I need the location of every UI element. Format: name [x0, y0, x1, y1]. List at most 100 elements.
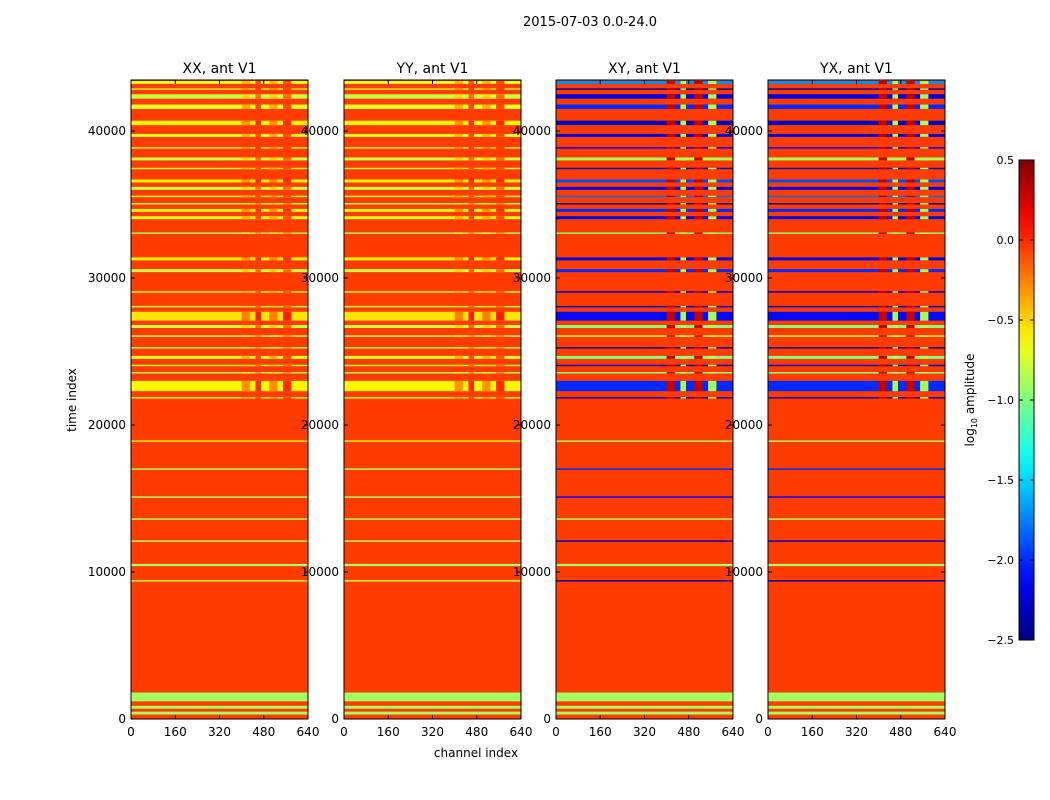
heatmap-band: [556, 157, 733, 161]
heatmap-rfi-cell: [482, 167, 491, 170]
heatmap-rfi-cell: [468, 157, 474, 161]
heatmap-rfi-cell: [269, 311, 278, 321]
heatmap-band: [131, 711, 308, 715]
heatmap-rfi-cell: [496, 364, 505, 367]
heatmap-rfi-cell: [454, 133, 463, 137]
heatmap-rfi-cell: [708, 311, 717, 321]
heatmap-band: [556, 147, 733, 149]
heatmap-rfi-cell: [666, 133, 675, 137]
heatmap-rfi-cell: [666, 195, 675, 198]
heatmap-rfi-cell: [241, 311, 250, 321]
heatmap-rfi-cell: [269, 372, 278, 374]
heatmap-rfi-cell: [920, 147, 929, 149]
heatmap-rfi-cell: [694, 195, 703, 198]
heatmap-rfi-cell: [269, 104, 278, 109]
heatmap-rfi-cell: [283, 291, 292, 293]
heatmap-rfi-cell: [680, 147, 686, 149]
heatmap-band: [768, 203, 945, 205]
heatmap-rfi-cell: [255, 311, 261, 321]
heatmap-rfi-cell: [906, 355, 915, 359]
heatmap-rfi-cell: [454, 257, 463, 261]
heatmap-rfi-cell: [496, 208, 505, 212]
heatmap-rfi-cell: [269, 355, 278, 359]
heatmap-rfi-cell: [283, 147, 292, 149]
heatmap-band: [556, 705, 733, 709]
heatmap-rfi-cell: [255, 355, 261, 359]
heatmap-rfi-cell: [255, 104, 261, 109]
heatmap-band: [131, 157, 308, 161]
heatmap-band: [344, 705, 521, 709]
heatmap-rfi-cell: [482, 269, 491, 273]
heatmap-band: [556, 518, 733, 520]
heatmap-band: [556, 347, 733, 349]
heatmap-band: [344, 440, 521, 442]
heatmap-rfi-cell: [878, 167, 887, 170]
heatmap-rfi-cell: [878, 347, 887, 349]
heatmap-rfi-cell: [255, 167, 261, 170]
heatmap-rfi-cell: [482, 372, 491, 374]
heatmap-rfi-cell: [906, 325, 915, 328]
heatmap-rfi-cell: [694, 291, 703, 293]
heatmap-rfi-cell: [283, 335, 292, 337]
heatmap-band: [556, 580, 733, 582]
heatmap-rfi-cell: [255, 94, 261, 99]
heatmap-rfi-cell: [680, 335, 686, 337]
heatmap-rfi-cell: [255, 179, 261, 183]
heatmap-rfi-cell: [255, 203, 261, 205]
heatmap-rfi-cell: [878, 186, 887, 190]
heatmap-rfi-cell: [906, 335, 915, 337]
heatmap-rfi-cell: [920, 203, 929, 205]
heatmap-rfi-cell: [255, 325, 261, 328]
heatmap-rfi-cell: [496, 305, 505, 308]
heatmap-band: [131, 179, 308, 183]
heatmap-rfi-cell: [241, 120, 250, 126]
heatmap-rfi-cell: [241, 232, 250, 234]
x-tick-label: 640: [934, 725, 957, 739]
heatmap-rfi-cell: [482, 179, 491, 183]
heatmap-rfi-cell: [892, 167, 898, 170]
heatmap-rfi-cell: [906, 104, 915, 109]
heatmap-band: [556, 372, 733, 374]
heatmap-rfi-cell: [920, 81, 929, 84]
heatmap-rfi-cell: [255, 347, 261, 349]
y-tick-label: 20000: [725, 418, 763, 432]
heatmap-rfi-cell: [892, 133, 898, 137]
heatmap-rfi-cell: [454, 325, 463, 328]
heatmap-rfi-cell: [906, 179, 915, 183]
heatmap-band: [768, 468, 945, 470]
heatmap-rfi-cell: [283, 208, 292, 212]
heatmap-band: [131, 468, 308, 470]
heatmap-rfi-cell: [878, 397, 887, 399]
heatmap-rfi-cell: [468, 305, 474, 308]
heatmap-band: [131, 216, 308, 220]
x-tick-label: 320: [421, 725, 444, 739]
heatmap-rfi-cell: [694, 94, 703, 99]
heatmap-band: [131, 147, 308, 149]
heatmap-rfi-cell: [255, 372, 261, 374]
heatmap-rfi-cell: [496, 291, 505, 293]
heatmap-rfi-cell: [892, 216, 898, 220]
heatmap-rfi-cell: [680, 325, 686, 328]
heatmap-band: [131, 496, 308, 498]
heatmap-rfi-cell: [694, 380, 703, 392]
heatmap-rfi-cell: [269, 305, 278, 308]
heatmap-rfi-cell: [906, 133, 915, 137]
heatmap-rfi-cell: [283, 88, 292, 90]
heatmap-band: [768, 397, 945, 399]
heatmap-rfi-cell: [906, 305, 915, 308]
heatmap-rfi-cell: [680, 216, 686, 220]
heatmap-band: [131, 325, 308, 328]
heatmap-rfi-cell: [694, 269, 703, 273]
heatmap-rfi-cell: [496, 311, 505, 321]
heatmap-rfi-cell: [283, 94, 292, 99]
x-tick-label: 480: [677, 725, 700, 739]
heatmap-rfi-cell: [680, 120, 686, 126]
heatmap-rfi-cell: [920, 335, 929, 337]
heatmap-rfi-cell: [468, 203, 474, 205]
y-tick-label: 40000: [88, 124, 126, 138]
heatmap-band: [556, 335, 733, 337]
panel-xy: XY, ant V1 0 160 320 480 640 0 10000 20000 30000 4…: [513, 61, 745, 739]
heatmap-rfi-cell: [283, 179, 292, 183]
heatmap-rfi-cell: [468, 186, 474, 190]
